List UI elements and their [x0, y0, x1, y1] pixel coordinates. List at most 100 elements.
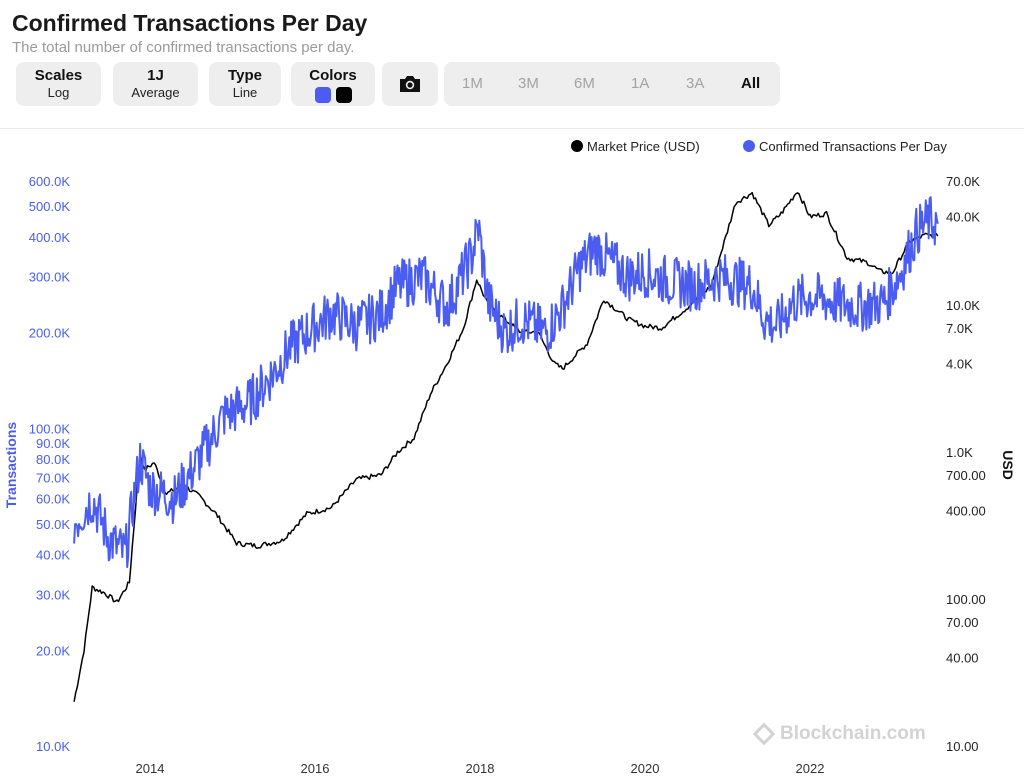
price-point — [503, 318, 506, 321]
series-transactions-line — [73, 196, 939, 569]
series-market-price-line — [73, 191, 939, 702]
price-point — [751, 192, 754, 195]
right-tick-label: 10.0K — [946, 298, 980, 313]
camera-icon — [400, 76, 420, 92]
left-tick-label: 50.0K — [36, 517, 70, 532]
camera-button[interactable] — [382, 62, 438, 106]
transactions-point — [289, 346, 292, 349]
color-swatch-transactions[interactable] — [314, 87, 331, 103]
price-point — [215, 512, 218, 515]
left-axis-ticks: 10.0K 20.0K 30.0K 40.0K 50.0K 60.0K 70.0K 80.0K… — [29, 174, 71, 754]
price-point — [235, 542, 238, 545]
legend-item-market-price[interactable]: Market Price (USD) — [571, 139, 700, 154]
price-point — [780, 212, 783, 215]
transactions-point — [124, 553, 127, 556]
transactions-point — [107, 537, 110, 540]
type-button[interactable]: Type Line — [209, 62, 281, 106]
transactions-point — [421, 275, 424, 278]
transactions-point — [396, 285, 399, 288]
transactions-point — [833, 300, 836, 303]
price-point — [83, 649, 86, 652]
transactions-point — [198, 458, 201, 461]
price-point — [281, 539, 284, 542]
right-tick-label: 700.00 — [946, 468, 986, 483]
right-axis-label: USD — [1000, 450, 1016, 480]
scales-button[interactable]: Scales Log — [16, 62, 101, 106]
transactions-point — [470, 254, 473, 257]
x-tick-label: 2014 — [136, 761, 165, 776]
left-tick-label: 400.0K — [29, 230, 71, 245]
range-all-button[interactable]: All — [741, 75, 761, 92]
type-label: Type — [228, 67, 262, 84]
transactions-point — [173, 497, 176, 500]
legend-market-price-marker — [571, 140, 583, 152]
price-point — [91, 586, 94, 589]
period-button[interactable]: 1J Average — [113, 62, 198, 106]
price-point — [726, 230, 729, 233]
transactions-point — [561, 306, 564, 309]
price-point — [846, 256, 849, 259]
period-label: 1J — [147, 67, 164, 84]
price-point — [553, 362, 556, 365]
price-point — [475, 278, 478, 281]
color-swatch-price[interactable] — [335, 87, 352, 103]
price-point — [116, 601, 119, 604]
transactions-point — [520, 318, 523, 321]
range-3a-button[interactable]: 3A — [686, 75, 705, 92]
range-1a-button[interactable]: 1A — [631, 75, 650, 92]
price-point — [796, 189, 799, 192]
transactions-point — [330, 312, 333, 315]
price-point — [396, 451, 399, 454]
right-tick-label: 40.00 — [946, 651, 979, 666]
transactions-point — [91, 497, 94, 500]
price-point — [462, 326, 465, 329]
transactions-point — [883, 300, 886, 303]
price-point — [487, 304, 490, 307]
range-1m-button[interactable]: 1M — [462, 75, 483, 92]
price-point — [139, 451, 142, 454]
price-point — [520, 331, 523, 334]
price-point — [602, 298, 605, 301]
right-tick-label: 7.0K — [946, 321, 973, 336]
price-point — [767, 224, 770, 227]
transactions-point — [503, 331, 506, 334]
range-3m-button[interactable]: 3M — [518, 75, 539, 92]
transactions-point — [763, 318, 766, 321]
transactions-point — [380, 312, 383, 315]
colors-button[interactable]: Colors — [291, 62, 375, 106]
header-divider — [0, 128, 1024, 129]
left-tick-label: 300.0K — [29, 270, 71, 285]
legend-transactions-marker — [743, 140, 755, 152]
right-tick-label: 10.00 — [946, 739, 979, 754]
left-tick-label: 60.0K — [36, 492, 70, 507]
left-tick-label: 600.0K — [29, 174, 71, 189]
transactions-point — [355, 324, 358, 327]
price-point — [660, 326, 663, 329]
price-point — [809, 215, 812, 218]
price-point — [446, 362, 449, 365]
transactions-point — [73, 522, 76, 525]
transactions-point — [487, 300, 490, 303]
price-point — [586, 342, 589, 345]
price-point — [153, 461, 156, 464]
price-point — [866, 261, 869, 264]
watermark: Blockchain.com — [780, 723, 926, 744]
price-point — [536, 330, 539, 333]
price-point — [825, 212, 828, 215]
price-point — [924, 234, 927, 237]
left-tick-label: 100.0K — [29, 421, 71, 436]
price-point — [305, 512, 308, 515]
left-tick-label: 10.0K — [36, 739, 70, 754]
transactions-point — [858, 306, 861, 309]
transactions-point — [477, 226, 480, 229]
left-tick-label: 90.0K — [36, 436, 70, 451]
transactions-point — [776, 324, 779, 327]
range-6m-button[interactable]: 6M — [574, 75, 595, 92]
price-point — [685, 307, 688, 310]
page-title: Confirmed Transactions Per Day — [12, 10, 368, 36]
x-tick-label: 2022 — [796, 761, 825, 776]
colors-label: Colors — [309, 67, 357, 84]
left-tick-label: 30.0K — [36, 587, 70, 602]
legend-item-transactions[interactable]: Confirmed Transactions Per Day — [743, 139, 947, 154]
